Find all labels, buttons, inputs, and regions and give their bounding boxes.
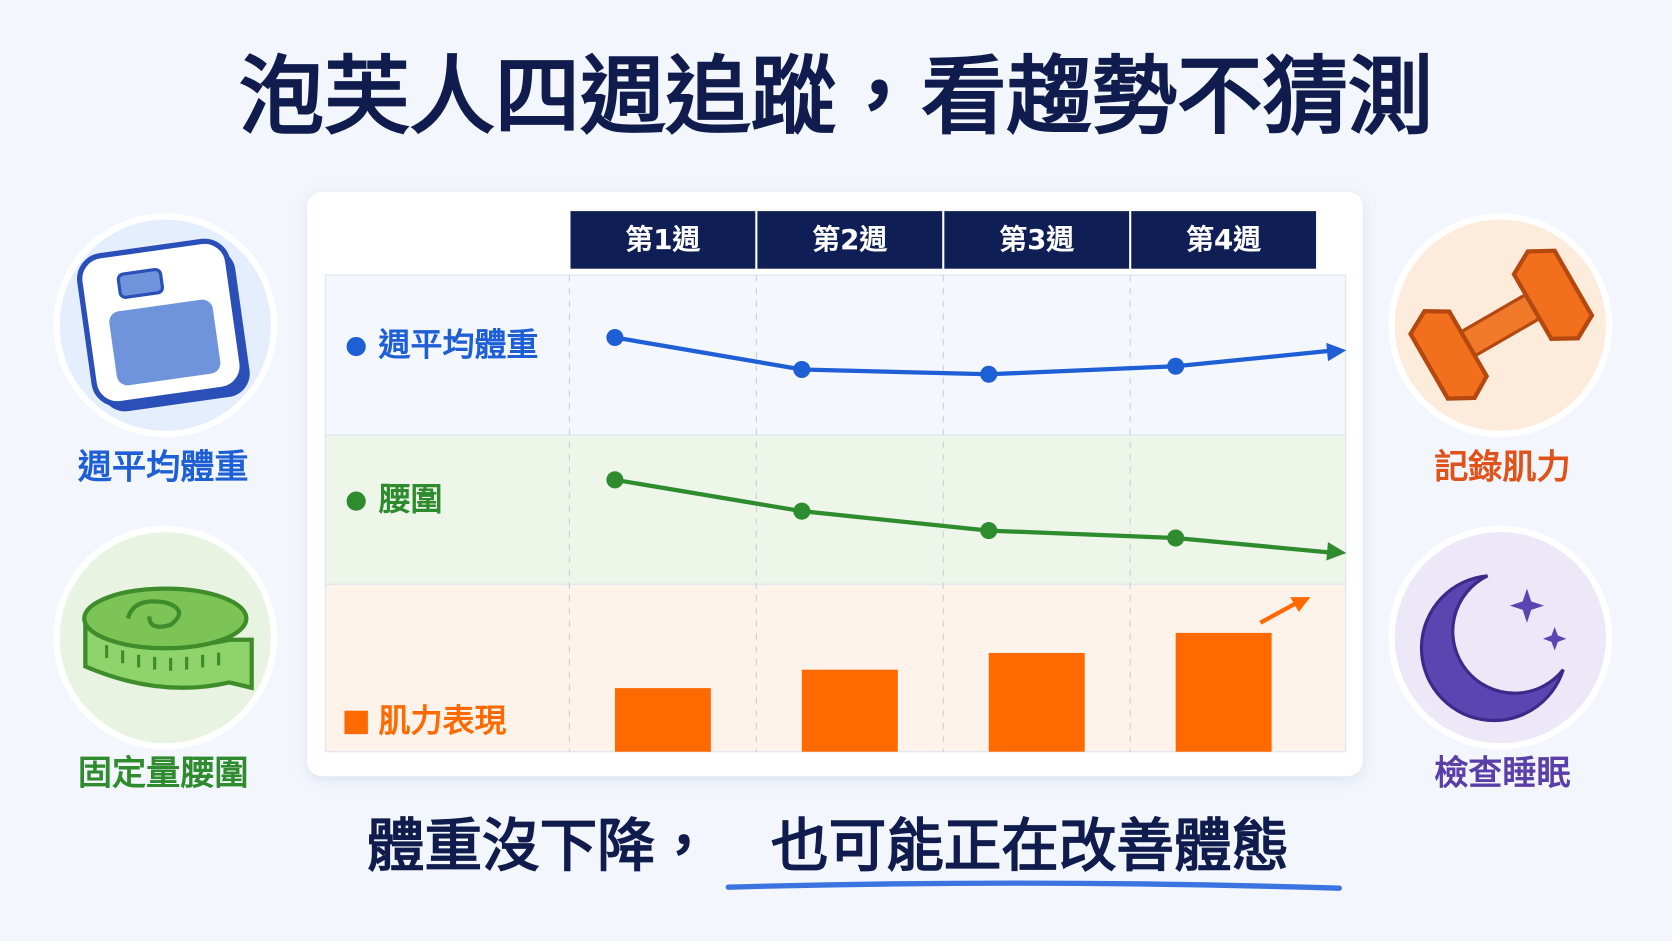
header-label: 第4週 <box>1186 223 1261 256</box>
point <box>606 328 624 347</box>
side-label: 固定量腰圍 <box>78 754 249 794</box>
tape-icon <box>82 586 254 691</box>
point <box>1167 357 1185 375</box>
trend-extension <box>1175 348 1336 369</box>
point <box>1167 529 1185 547</box>
moon-icon <box>1419 574 1567 723</box>
legend-square <box>344 710 368 735</box>
bar <box>1175 632 1272 752</box>
header-cell <box>944 211 1130 269</box>
row-bg <box>324 434 1347 585</box>
header-label: 第2週 <box>812 223 887 256</box>
point <box>793 502 811 520</box>
scale-icon <box>77 238 250 412</box>
header-label: 第1週 <box>626 223 701 256</box>
legend-dot <box>346 491 366 511</box>
series-label: 週平均體重 <box>379 326 539 364</box>
caption-emphasis: 也可能正在改善體態 <box>771 812 1289 879</box>
dumbbell-icon <box>1408 248 1595 401</box>
trend-arrow <box>1326 342 1347 362</box>
header-cell <box>1131 211 1317 269</box>
point <box>980 522 998 540</box>
header-label: 第3週 <box>999 223 1074 256</box>
point <box>980 365 998 383</box>
trend-arrow-head <box>1290 597 1311 613</box>
side-label: 週平均體重 <box>78 448 249 488</box>
legend-dot <box>346 336 366 357</box>
side-label: 檢查睡眠 <box>1434 754 1570 794</box>
bar <box>614 688 711 752</box>
line <box>614 335 1176 377</box>
bar <box>988 652 1085 752</box>
point <box>793 360 811 378</box>
trend-arrow <box>1259 601 1297 625</box>
trend-extension <box>1175 535 1336 556</box>
point <box>606 471 624 489</box>
line <box>614 477 1176 541</box>
header-cell <box>757 211 943 269</box>
underline <box>725 880 1342 891</box>
bar <box>801 669 898 752</box>
side-label: 記錄肌力 <box>1434 448 1570 488</box>
series-label: 腰圍 <box>379 480 443 518</box>
title: 泡芙人四週追蹤，看趨勢不猜測 <box>239 48 1433 147</box>
caption-lead: 體重沒下降， <box>367 812 712 879</box>
series-label: 肌力表現 <box>379 701 507 739</box>
header-cell <box>570 211 756 269</box>
row-bg <box>324 274 1347 436</box>
trend-arrow <box>1326 542 1347 561</box>
